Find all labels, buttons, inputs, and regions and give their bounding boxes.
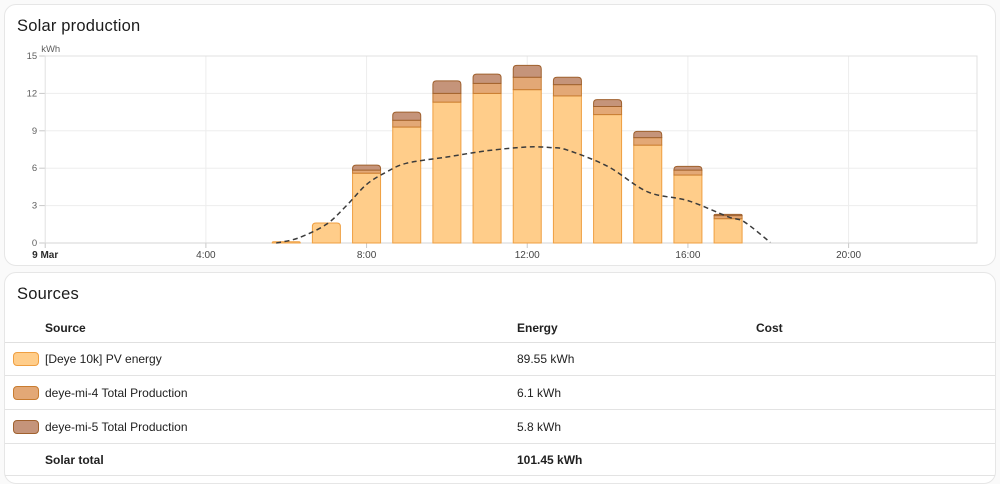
table-row: deye-mi-5 Total Production 5.8 kWh <box>5 410 995 444</box>
column-header-source: Source <box>45 320 86 335</box>
cell-energy: 5.8 kWh <box>517 419 562 434</box>
svg-text:4:00: 4:00 <box>196 250 216 261</box>
solar-production-bars[interactable] <box>271 64 743 244</box>
svg-text:20:00: 20:00 <box>836 250 861 261</box>
svg-text:0: 0 <box>32 238 37 249</box>
cell-source: Solar total <box>45 452 104 467</box>
solar-card-title: Solar production <box>17 17 141 35</box>
sources-card-title: Sources <box>17 285 79 303</box>
svg-text:16:00: 16:00 <box>675 250 700 261</box>
solar-forecast-line <box>276 146 771 244</box>
cell-source: deye-mi-5 Total Production <box>45 419 188 434</box>
solar-production-card: 0 3 6 9 12 15 9 Mar 4:00 8:00 12:00 16:00 20:00 kWh … <box>4 4 996 266</box>
cell-energy: 89.55 kWh <box>517 351 575 366</box>
source-color-swatch <box>13 419 39 434</box>
sources-card: Sources Source Energy Cost [Deye 10k] PV… <box>4 272 996 484</box>
table-row-total: Solar total 101.45 kWh <box>5 444 995 476</box>
sources-table-header: Source Energy Cost <box>5 313 995 343</box>
source-color-swatch <box>13 385 39 400</box>
svg-text:3: 3 <box>32 201 37 212</box>
source-color-swatch <box>13 351 39 366</box>
solar-production-chart[interactable]: 0 3 6 9 12 15 9 Mar 4:00 8:00 12:00 16:00 20:00 kWh <box>5 5 997 265</box>
svg-text:15: 15 <box>27 51 38 62</box>
cell-source: deye-mi-4 Total Production <box>45 385 188 400</box>
svg-text:12:00: 12:00 <box>515 250 540 261</box>
table-row: deye-mi-4 Total Production 6.1 kWh <box>5 376 995 410</box>
svg-text:kWh: kWh <box>41 44 60 55</box>
table-row: [Deye 10k] PV energy 89.55 kWh <box>5 342 995 376</box>
svg-text:6: 6 <box>32 163 37 174</box>
cell-energy: 101.45 kWh <box>517 452 583 467</box>
svg-text:8:00: 8:00 <box>357 250 377 261</box>
sources-table-body: [Deye 10k] PV energy 89.55 kWh deye-mi-4 T… <box>5 342 995 476</box>
column-header-energy: Energy <box>517 320 558 335</box>
svg-text:9 Mar: 9 Mar <box>32 250 58 261</box>
svg-text:9: 9 <box>32 126 37 137</box>
cell-source: [Deye 10k] PV energy <box>45 351 162 366</box>
svg-text:12: 12 <box>27 88 38 99</box>
column-header-cost: Cost <box>756 320 783 335</box>
cell-energy: 6.1 kWh <box>517 385 562 400</box>
